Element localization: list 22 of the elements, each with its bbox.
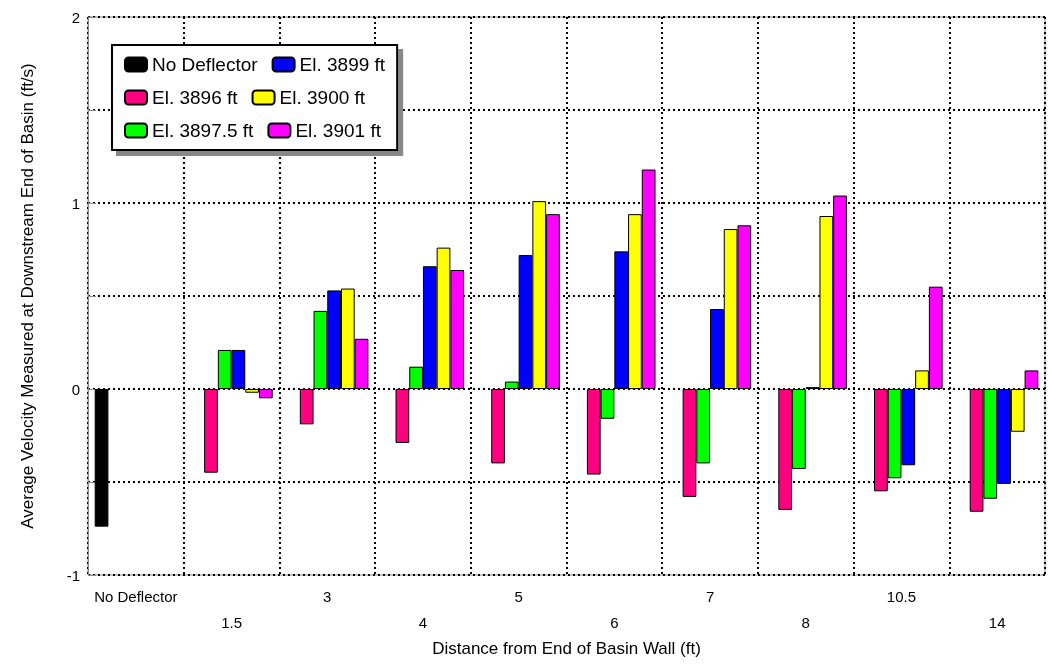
- x-tick-label: 10.5: [886, 587, 917, 605]
- y-axis-title: Average Velocity Measured at Downstream End of Basin (ft/s): [18, 63, 37, 529]
- x-tick-label: 5: [514, 587, 523, 605]
- y-tick-label: -1: [66, 566, 80, 584]
- y-tick-label: 2: [71, 8, 80, 26]
- x-tick-label: 6: [610, 613, 619, 631]
- x-tick-label: 3: [323, 587, 332, 605]
- x-tick-label: 8: [801, 613, 810, 631]
- x-tick-label: 14: [988, 613, 1006, 631]
- legend-label: El. 3896 ft: [152, 87, 239, 108]
- x-axis-title: Distance from End of Basin Wall (ft): [432, 638, 701, 658]
- x-tick-label: 4: [418, 613, 428, 631]
- legend-label: El. 3901 ft: [295, 120, 382, 141]
- x-tick-label: No Deflector: [94, 587, 178, 605]
- legend-label: No Deflector: [152, 54, 259, 75]
- x-tick-label: 7: [705, 587, 715, 605]
- legend-label: El. 3899 ft: [299, 54, 386, 75]
- legend-label: El. 3900 ft: [279, 87, 366, 108]
- x-tick-label: 1.5: [221, 613, 242, 631]
- y-tick-label: 1: [71, 194, 80, 212]
- y-tick-label: 0: [71, 380, 80, 398]
- legend-label: El. 3897.5 ft: [152, 120, 255, 141]
